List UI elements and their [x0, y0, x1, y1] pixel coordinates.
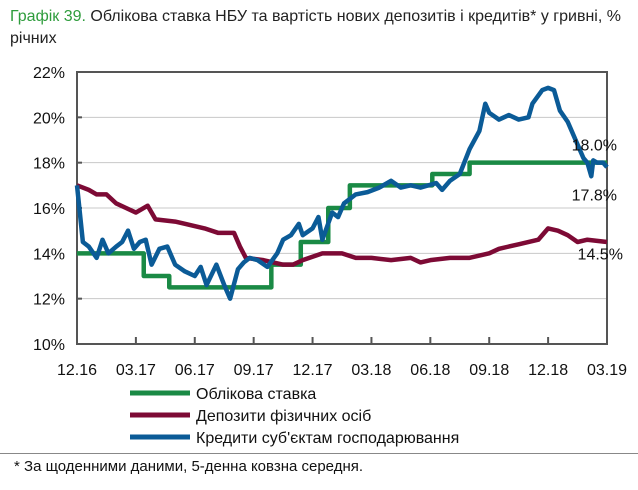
x-tick-label: 12.17	[293, 362, 333, 379]
y-tick-label: 16%	[33, 201, 65, 218]
footnote-divider	[0, 453, 638, 454]
series-line-2	[74, 85, 609, 301]
data-label: 18.0%	[572, 138, 617, 155]
x-tick-label: 06.17	[175, 362, 215, 379]
series-line-1	[76, 183, 608, 267]
y-tick-label: 12%	[33, 292, 65, 309]
legend-label-1: Депозити фізичних осіб	[196, 408, 371, 425]
x-tick-label: 06.18	[410, 362, 450, 379]
x-tick-label: 12.16	[57, 362, 97, 379]
plot-frame	[76, 71, 608, 345]
y-tick-label: 18%	[33, 156, 65, 173]
x-tick-label: 03.17	[116, 362, 156, 379]
series-line-0	[77, 160, 607, 290]
legend-label-0: Облікова ставка	[196, 386, 316, 403]
y-tick-label: 14%	[33, 246, 65, 263]
x-tick-label: 03.19	[587, 362, 627, 379]
figure-number: Графік 39.	[10, 8, 86, 25]
title-text: Облікова ставка НБУ та вартість нових де…	[10, 8, 621, 47]
y-tick-label: 22%	[33, 65, 65, 82]
line-chart: 10% 12% 14% 16% 18% 20% 22% 12.16 03.17 06.17 09.1…	[33, 65, 627, 447]
x-tick-label: 03.18	[351, 362, 391, 379]
data-label: 17.8%	[572, 187, 617, 204]
x-tick-label: 09.18	[469, 362, 509, 379]
x-tick-label: 09.17	[234, 362, 274, 379]
data-label: 14.5%	[578, 246, 623, 263]
legend-label-2: Кредити суб'єктам господарювання	[196, 430, 459, 447]
y-tick-label: 10%	[33, 337, 65, 354]
y-tick-label: 20%	[33, 110, 65, 127]
footnote: * За щоденними даними, 5-денна ковзна се…	[14, 458, 364, 475]
chart-title: Графік 39. Облікова ставка НБУ та вартіс…	[10, 6, 630, 50]
x-tick-label: 12.18	[528, 362, 568, 379]
